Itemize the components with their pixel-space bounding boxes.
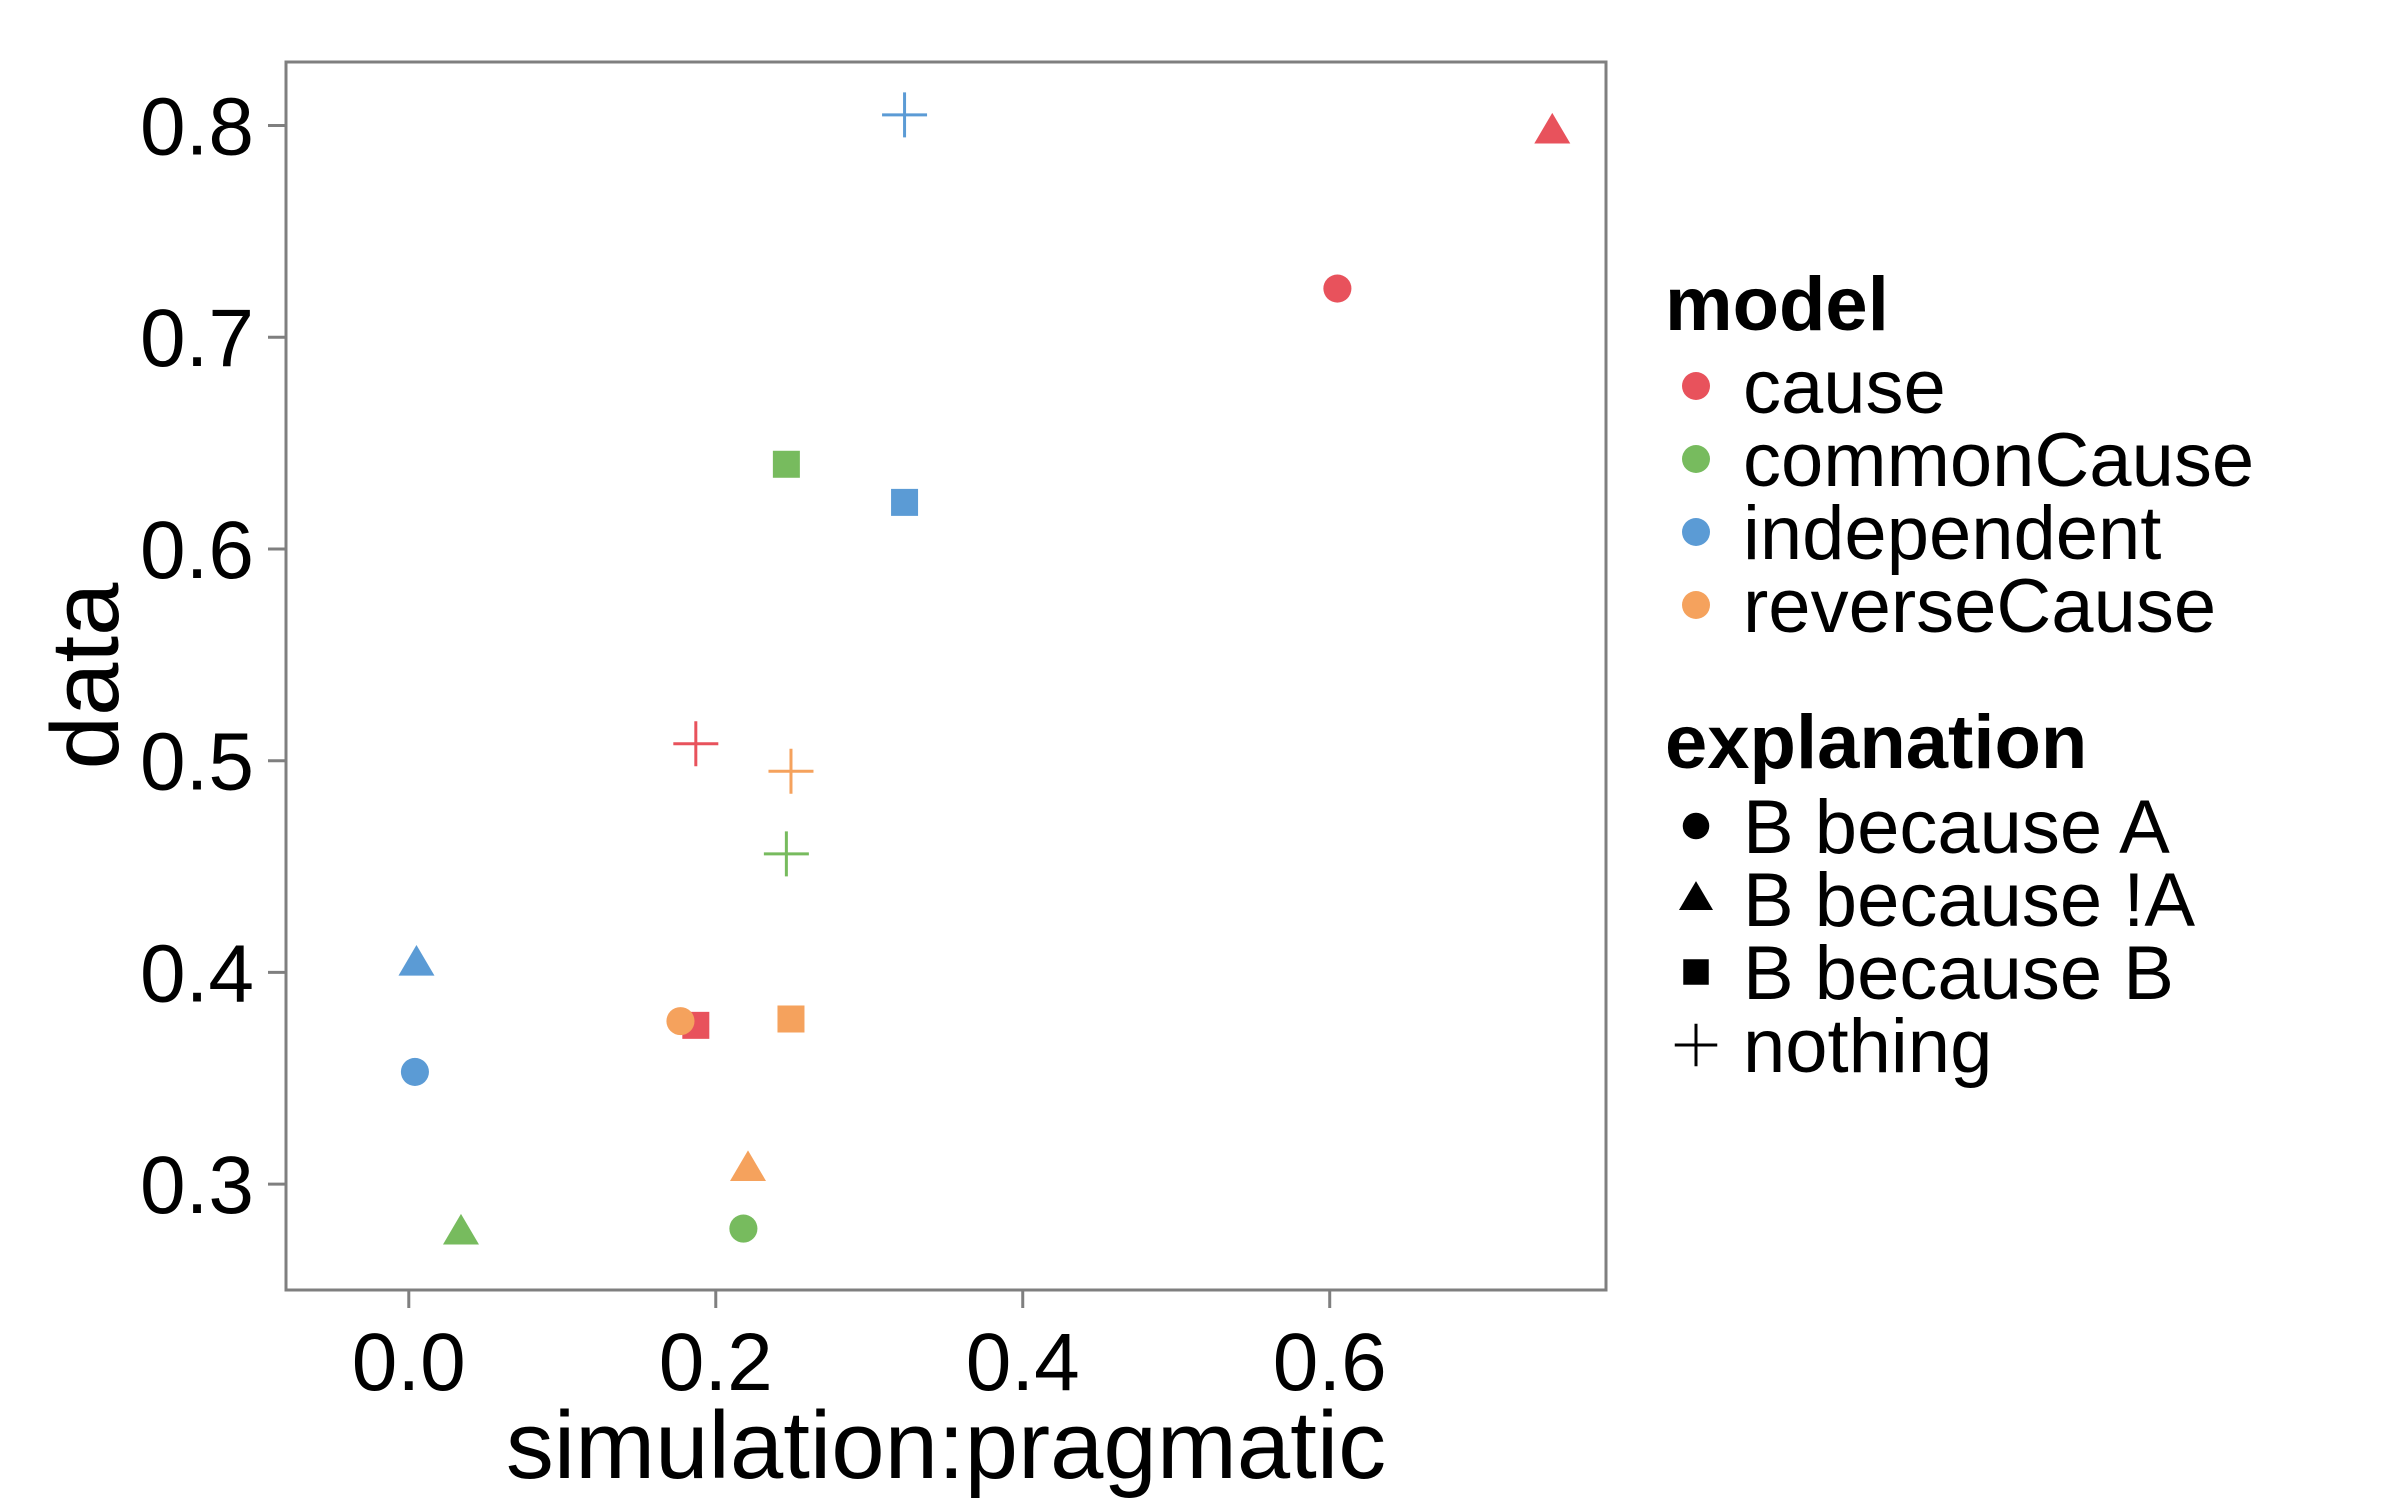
data-point bbox=[763, 831, 809, 877]
legend-shape-entries: B because AB because !AB because Bnothin… bbox=[1674, 785, 2195, 1089]
data-point bbox=[1534, 112, 1571, 144]
x-tick-label: 0.4 bbox=[966, 1317, 1080, 1408]
data-point bbox=[400, 1057, 429, 1086]
data-point bbox=[673, 721, 719, 767]
data-point bbox=[398, 944, 435, 976]
legend-shape-key bbox=[1682, 812, 1710, 840]
legend: model causecommonCauseindependentreverse… bbox=[1665, 262, 2254, 1089]
legend-shape-label: nothing bbox=[1743, 1004, 1992, 1089]
legend-shape-key bbox=[1679, 881, 1713, 910]
legend-color-key bbox=[1682, 445, 1710, 473]
legend-color-title: model bbox=[1665, 262, 1889, 347]
x-axis-title: simulation:pragmatic bbox=[506, 1392, 1386, 1499]
legend-shape-label: B because B bbox=[1743, 931, 2174, 1016]
y-tick-label: 0.5 bbox=[140, 717, 254, 808]
legend-shape-label: B because !A bbox=[1743, 858, 2195, 943]
data-point bbox=[730, 1150, 766, 1181]
legend-shape-key bbox=[1674, 1023, 1718, 1067]
legend-color-key bbox=[1682, 518, 1710, 546]
y-tick-label: 0.8 bbox=[140, 82, 254, 173]
y-tick-label: 0.7 bbox=[140, 293, 254, 384]
data-point bbox=[777, 1005, 805, 1033]
x-tick-label: 0.0 bbox=[352, 1317, 466, 1408]
x-tick-label: 0.6 bbox=[1273, 1317, 1387, 1408]
data-point bbox=[1323, 274, 1352, 303]
legend-shape-title: explanation bbox=[1665, 700, 2087, 785]
data-point bbox=[772, 450, 800, 478]
legend-shape-label: B because A bbox=[1743, 785, 2170, 870]
data-point bbox=[768, 748, 814, 794]
legend-color-key bbox=[1682, 591, 1710, 619]
x-axis: 0.0 0.2 0.4 0.6 bbox=[352, 1290, 1387, 1408]
y-tick-label: 0.3 bbox=[140, 1140, 254, 1231]
legend-color-key bbox=[1682, 372, 1710, 400]
panel-border bbox=[284, 60, 1608, 1292]
data-point bbox=[891, 488, 919, 516]
legend-color-label: independent bbox=[1743, 491, 2161, 576]
data-point bbox=[666, 1007, 695, 1036]
data-point bbox=[442, 1213, 479, 1245]
data-points bbox=[398, 92, 1571, 1245]
legend-color-label: commonCause bbox=[1743, 418, 2254, 503]
y-tick-label: 0.4 bbox=[140, 928, 254, 1019]
legend-color-label: cause bbox=[1743, 345, 1946, 430]
data-point bbox=[729, 1214, 758, 1243]
legend-shape-key bbox=[1683, 959, 1709, 985]
x-tick-label: 0.2 bbox=[659, 1317, 773, 1408]
legend-color-label: reverseCause bbox=[1743, 564, 2216, 649]
y-axis-title: data bbox=[32, 582, 139, 769]
y-axis: 0.3 0.4 0.5 0.6 0.7 0.8 bbox=[140, 82, 286, 1231]
data-point bbox=[882, 92, 928, 138]
y-tick-label: 0.6 bbox=[140, 505, 254, 596]
